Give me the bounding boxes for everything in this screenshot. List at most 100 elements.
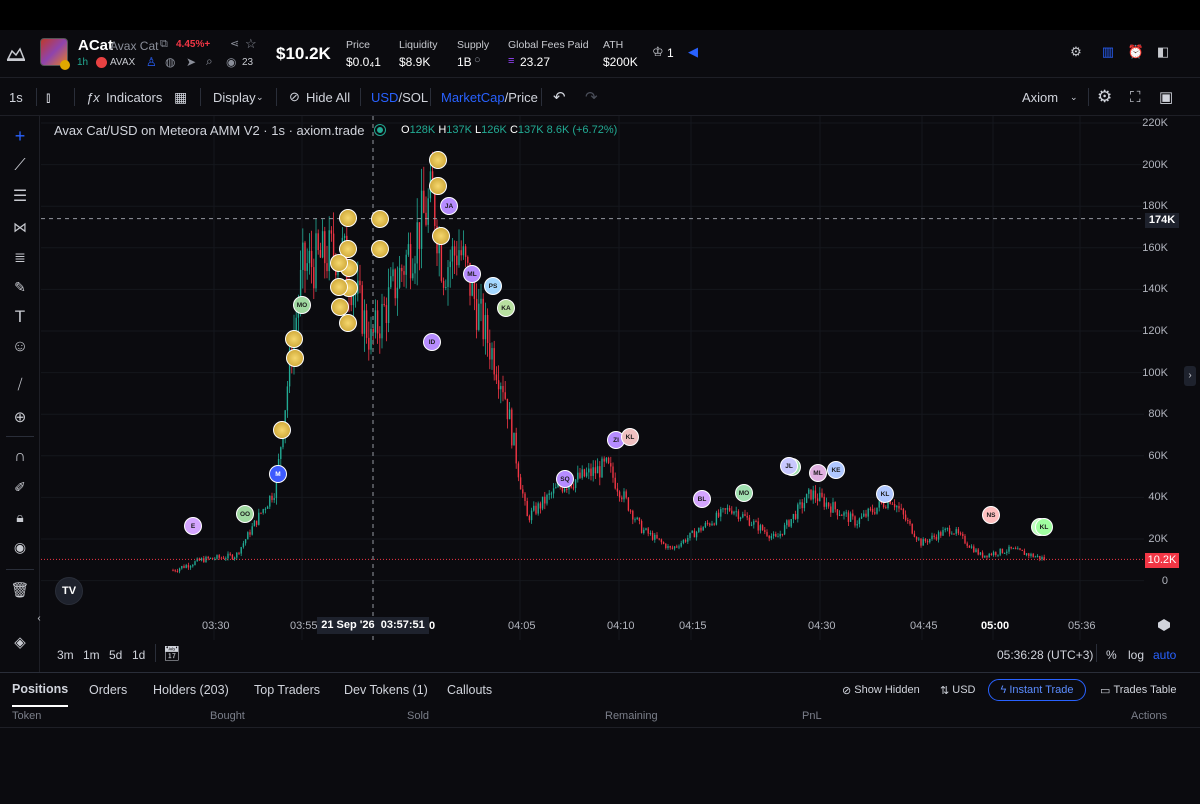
zoom-in-icon[interactable]: ⊕ — [13, 409, 27, 426]
trader-avatar-icon[interactable] — [339, 209, 357, 227]
telegram-icon[interactable]: ➤ — [186, 55, 197, 69]
lock-icon[interactable]: 🔒︎ — [16, 508, 24, 525]
candle-type-icon[interactable]: ⫾ — [46, 88, 51, 105]
instant-trade-button[interactable]: ϟ Instant Trade — [988, 679, 1086, 701]
fib-icon[interactable]: ≣ — [14, 248, 26, 265]
show-hidden-button[interactable]: ⊘ Show Hidden — [842, 673, 920, 707]
currency-button[interactable]: ⇅ USD — [940, 673, 976, 707]
trade-marker[interactable]: KL — [876, 485, 894, 503]
trade-marker[interactable]: M — [269, 465, 287, 483]
chart-area[interactable]: Avax Cat/USD on Meteora AMM V2 · 1s · ax… — [41, 116, 1144, 640]
indicators-button[interactable]: Indicators — [106, 89, 163, 105]
trade-marker[interactable]: JL — [780, 457, 798, 475]
display-button[interactable]: Display — [213, 89, 256, 105]
alarm-icon[interactable]: ⏰ — [1127, 44, 1145, 59]
trader-avatar-icon[interactable] — [429, 177, 447, 195]
goto-date-icon[interactable]: 📅︎ — [163, 645, 181, 661]
text-icon[interactable]: T — [14, 307, 26, 326]
tab-positions[interactable]: Positions — [12, 673, 69, 707]
range-3m[interactable]: 3m — [57, 648, 74, 662]
range-1m[interactable]: 1m — [83, 648, 100, 662]
collapse-icon[interactable]: ‹ — [37, 612, 41, 624]
crosshair-icon[interactable]: + — [14, 125, 26, 146]
price-axis[interactable]: 220K 200K 180K 160K 140K 120K 100K 80K 60K 40K 20K… — [1142, 116, 1182, 640]
horizontal-lines-icon[interactable]: ☰ — [12, 188, 28, 205]
panel-toggle-icon[interactable]: ◧ — [1156, 44, 1170, 59]
trade-marker[interactable]: OO — [236, 505, 254, 523]
settings-icon[interactable]: ⚙ — [1070, 44, 1082, 59]
globe-icon[interactable]: ◍ — [165, 55, 176, 69]
price-option[interactable]: /Price — [504, 89, 538, 105]
range-5d[interactable]: 5d — [109, 648, 123, 662]
trader-avatar-icon[interactable] — [339, 314, 357, 332]
trader-avatar-icon[interactable] — [273, 421, 291, 439]
undo-icon[interactable]: ↶ — [553, 89, 566, 106]
trade-marker[interactable]: NS — [982, 506, 1000, 524]
trash-icon[interactable]: 🗑︎ — [10, 582, 30, 599]
trader-avatar-icon[interactable] — [330, 254, 348, 272]
range-1d[interactable]: 1d — [132, 648, 146, 662]
pitchfork-icon[interactable]: ⋈ — [13, 218, 27, 235]
trade-marker[interactable]: ML — [463, 265, 481, 283]
megaphone-icon[interactable]: ◀ — [688, 44, 698, 59]
hide-all-button[interactable]: Hide All — [306, 89, 351, 105]
tradingview-logo[interactable]: TV — [55, 577, 83, 605]
trade-marker[interactable]: KE — [827, 461, 845, 479]
sol-option[interactable]: /SOL — [398, 89, 429, 105]
trade-marker[interactable]: E — [184, 517, 202, 535]
trade-marker[interactable]: KA — [497, 299, 515, 317]
trendline-icon[interactable]: ⟋ — [14, 157, 26, 174]
copy-icon[interactable]: ⧉ — [160, 38, 168, 50]
trade-marker[interactable]: PS — [484, 277, 502, 295]
usd-option[interactable]: USD — [371, 89, 399, 105]
expand-panel-icon[interactable]: › — [1184, 366, 1196, 386]
lock-drawing-icon[interactable]: ✐ — [14, 478, 26, 495]
trader-avatar-icon[interactable] — [285, 330, 303, 348]
percent-toggle[interactable]: % — [1106, 648, 1117, 662]
trade-marker[interactable]: KL — [1035, 518, 1053, 536]
time-axis[interactable]: 03:30 03:55 04:05 04:10 04:15 04:30 04:45 05:00… — [41, 614, 1144, 638]
trader-avatar-icon[interactable] — [331, 298, 349, 316]
tab-callouts[interactable]: Callouts — [447, 683, 493, 697]
magnet-icon[interactable]: ∩ — [14, 448, 26, 465]
chart-layout-icon[interactable]: ▥ — [1101, 44, 1115, 59]
trader-avatar-icon[interactable] — [432, 227, 450, 245]
hexagon-icon[interactable] — [1158, 619, 1170, 631]
brush-icon[interactable]: ✎ — [14, 278, 26, 295]
trade-marker[interactable]: SQ — [556, 470, 574, 488]
value-toggle[interactable]: MarketCap/Price — [441, 78, 538, 116]
emoji-icon[interactable]: ☺ — [11, 338, 29, 355]
ruler-icon[interactable]: ⧸ — [17, 375, 23, 392]
clock-readout[interactable]: 05:36:28 (UTC+3) — [997, 648, 1094, 662]
gear-icon[interactable]: ⚙ — [1097, 87, 1113, 106]
trade-marker[interactable]: JA — [440, 197, 458, 215]
token-avatar[interactable] — [40, 38, 68, 66]
trades-table-button[interactable]: ▭ Trades Table — [1100, 673, 1176, 707]
home-icon[interactable] — [4, 42, 28, 66]
user-icon[interactable]: ♙ — [146, 55, 157, 69]
templates-icon[interactable]: ▦ — [174, 88, 188, 105]
trade-marker[interactable]: ML — [809, 464, 827, 482]
trader-avatar-icon[interactable] — [286, 349, 304, 367]
auto-toggle[interactable]: auto — [1153, 648, 1177, 662]
trader-avatar-icon[interactable] — [339, 240, 357, 258]
redo-icon[interactable]: ↷ — [585, 89, 598, 106]
marketcap-option[interactable]: MarketCap — [441, 89, 505, 105]
currency-toggle[interactable]: USD/SOL — [371, 78, 428, 116]
provider-selector[interactable]: Axiom — [1022, 89, 1059, 105]
star-icon[interactable]: ☆ — [245, 36, 257, 51]
share-icon[interactable]: ⋖ — [230, 38, 240, 50]
trader-avatar-icon[interactable] — [371, 210, 389, 228]
trader-avatar-icon[interactable] — [429, 151, 447, 169]
trader-avatar-icon[interactable] — [330, 278, 348, 296]
tab-holders[interactable]: Holders (203) — [153, 683, 229, 697]
search-icon[interactable]: ⌕ — [206, 54, 213, 68]
fullscreen-icon[interactable]: ⛶ — [1130, 88, 1141, 106]
trader-avatar-icon[interactable] — [371, 240, 389, 258]
camera-icon[interactable]: ▣ — [1159, 89, 1174, 106]
layers-icon[interactable]: ◈ — [14, 634, 26, 651]
trade-marker[interactable]: MO — [735, 484, 753, 502]
interval-selector[interactable]: 1s — [9, 89, 23, 105]
price-chart[interactable] — [41, 116, 1144, 640]
trade-marker[interactable]: ID — [423, 333, 441, 351]
